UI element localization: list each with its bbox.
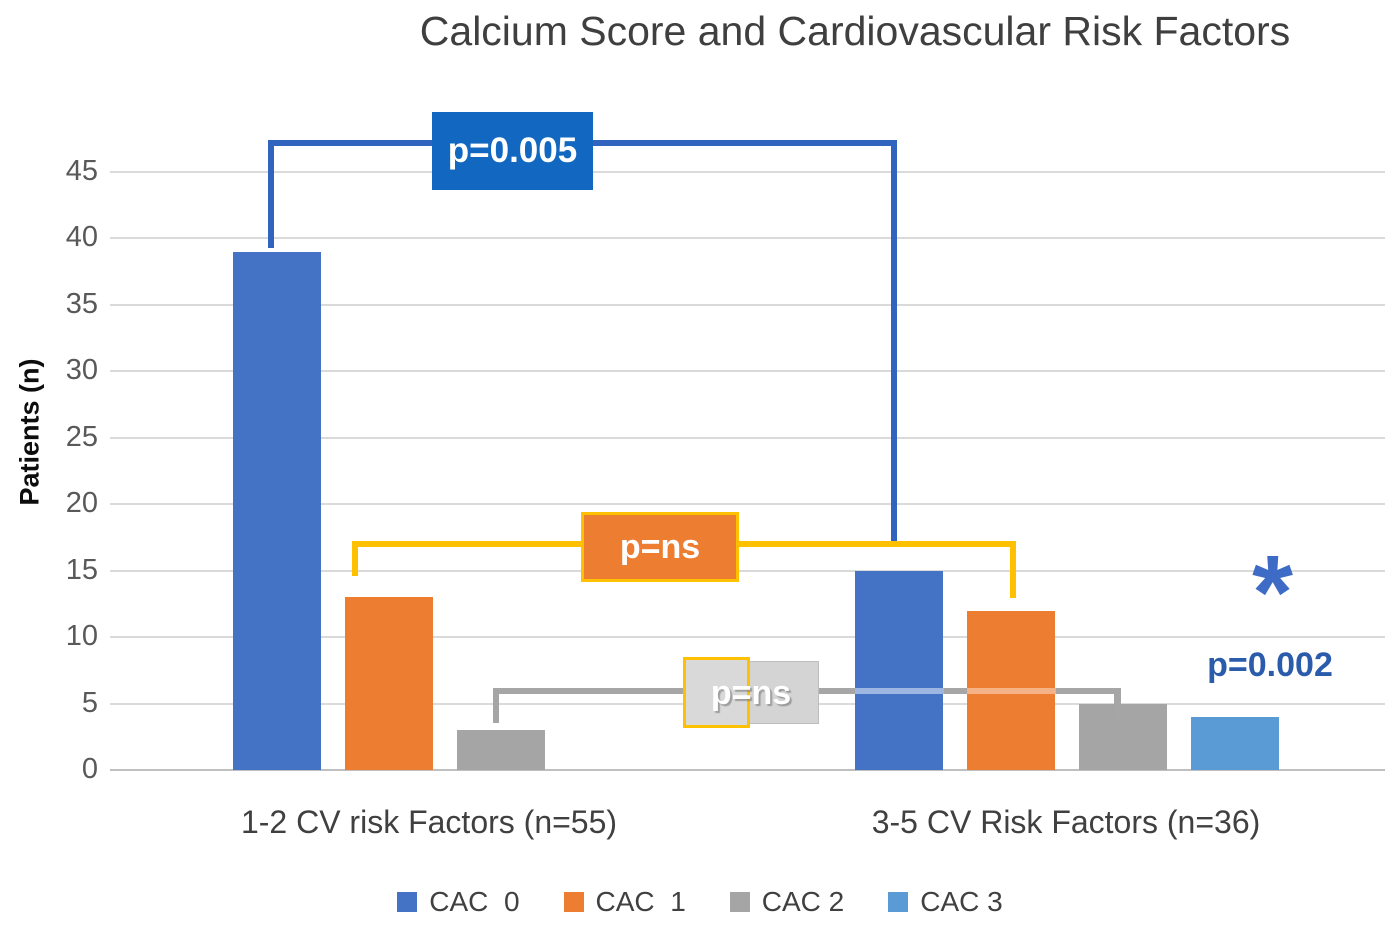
legend-item-cac-2: CAC 2 [729, 886, 845, 918]
gridline-10 [110, 636, 1385, 639]
y-tick-label-30: 30 [65, 354, 98, 387]
gridline-30 [110, 370, 1385, 373]
gridline-15 [110, 569, 1385, 572]
y-tick-label-10: 10 [65, 620, 98, 653]
category-label-1-2-cv-risk: 1-2 CV risk Factors (n=55) [240, 804, 618, 840]
p-value-box-pns-top: p=ns [581, 512, 739, 582]
gridline-40 [110, 237, 1385, 240]
bar-cac-2-category-0 [457, 730, 545, 770]
gridline-35 [110, 303, 1385, 306]
legend-label: CAC 2 [761, 886, 845, 917]
bracket-blue-left-drop [268, 140, 274, 248]
gridline-45 [110, 170, 1385, 173]
bar-cac-3-category-1 [1191, 716, 1279, 770]
gridline-25 [110, 436, 1385, 439]
y-tick-label-25: 25 [65, 420, 98, 453]
y-tick-label-40: 40 [65, 221, 98, 254]
bracket-gray-left-tick [493, 688, 499, 723]
pns-bottom-right-box [749, 661, 819, 724]
bar-cac-1-category-0 [345, 597, 433, 770]
gridline-20 [110, 503, 1385, 506]
y-tick-label-20: 20 [65, 487, 98, 520]
legend-swatch [397, 892, 418, 912]
legend-label: CAC 1 [595, 886, 686, 917]
y-tick-label-35: 35 [65, 287, 98, 320]
legend: CAC 0 CAC 1 CAC 2 CAC 3 [0, 886, 1400, 918]
bar-cac-0-category-0 [233, 251, 321, 770]
bracket-gray-overlay-on-orange-bar [967, 688, 1056, 694]
pns-bottom-label: p=ns [710, 673, 792, 712]
legend-swatch [888, 892, 909, 912]
p-value-box-p005: p=0.005 [432, 112, 593, 190]
legend-item-cac-0: CAC 0 [397, 886, 520, 918]
legend-item-cac-1: CAC 1 [563, 886, 686, 918]
bar-cac-2-category-1 [1079, 703, 1167, 770]
y-tick-label-15: 15 [65, 553, 98, 586]
bar-cac-0-category-1 [855, 570, 943, 770]
bracket-yellow-left-tick [352, 541, 358, 576]
bracket-gray-right-hook [1114, 688, 1121, 719]
chart-title: Calcium Score and Cardiovascular Risk Fa… [419, 8, 1291, 54]
significance-asterisk: * [1252, 534, 1293, 651]
category-label-3-5-cv-risk: 3-5 CV Risk Factors (n=36) [871, 804, 1261, 840]
legend-label: CAC 0 [429, 886, 520, 917]
pns-bottom-left-box [683, 657, 750, 728]
legend-label: CAC 3 [920, 886, 1003, 917]
legend-item-cac-3: CAC 3 [888, 886, 1003, 918]
legend-swatch [563, 892, 584, 912]
y-tick-label-45: 45 [65, 154, 98, 187]
y-tick-label-5: 5 [81, 686, 98, 719]
bracket-gray-overlay-on-blue-bar [855, 688, 944, 694]
p-value-box-pns-bottom: p=ns [683, 657, 819, 729]
p-value-text-p002: p=0.002 [1207, 646, 1333, 684]
y-tick-label-0: 0 [81, 753, 98, 785]
legend-swatch [729, 892, 750, 912]
bracket-blue-right-drop [891, 140, 897, 545]
x-axis-line [110, 769, 1385, 771]
bracket-yellow-right-tick [1010, 541, 1016, 598]
